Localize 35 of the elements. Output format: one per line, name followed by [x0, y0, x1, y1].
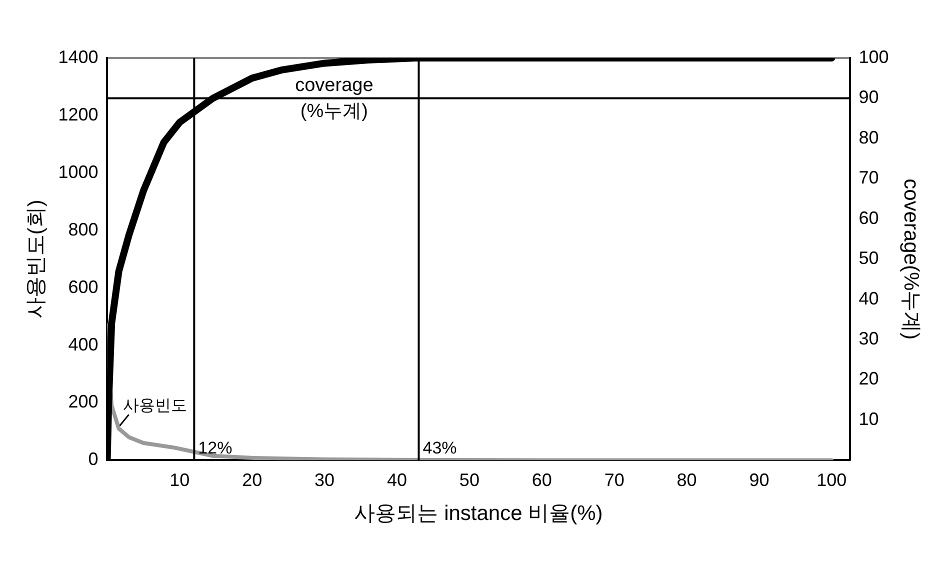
y2-tick-label: 10: [858, 408, 879, 429]
y-tick-label: 200: [68, 392, 98, 412]
x-tick-label: 70: [604, 470, 624, 490]
y2-tick-label: 70: [858, 168, 879, 188]
y-tick-label: 0: [88, 449, 98, 470]
y-tick-label: 600: [68, 276, 98, 297]
series-label: 사용빈도: [122, 398, 187, 415]
y-tick-label: 1000: [58, 162, 98, 182]
y2-tick-label: 20: [858, 368, 879, 389]
y2-tick-label: 50: [858, 248, 879, 268]
y2-tick-label: 80: [858, 127, 879, 148]
x-tick-label: 10: [170, 470, 190, 490]
y2-tick-label: 90: [858, 87, 879, 108]
y2-tick-label: 30: [858, 328, 879, 349]
x-tick-label: 60: [532, 470, 552, 490]
ref-line-label: 12%: [198, 438, 232, 458]
x-axis-title: 사용되는 instance 비율(%): [354, 502, 603, 526]
y-tick-label: 400: [68, 334, 98, 354]
x-tick-label: 50: [459, 470, 480, 490]
y2-tick-label: 100: [858, 46, 889, 67]
x-tick-label: 20: [242, 470, 262, 490]
y2-tick-label: 60: [858, 208, 879, 228]
y-tick-label: 1200: [58, 104, 98, 124]
y-tick-label: 800: [68, 219, 98, 240]
x-tick-label: 80: [676, 470, 697, 490]
x-tick-label: 30: [314, 470, 335, 490]
x-tick-label: 100: [816, 470, 847, 490]
x-tick-label: 40: [386, 470, 408, 490]
y2-tick-label: 40: [858, 288, 879, 308]
ref-line-label: 43%: [422, 438, 457, 458]
x-tick-label: 90: [749, 470, 770, 490]
y-tick-label: 1400: [58, 46, 98, 67]
y-axis-title: 사용빈도(회): [24, 200, 48, 319]
y2-axis-title: coverage(%누계): [900, 178, 923, 340]
series-label: coverage (%누계): [295, 75, 374, 122]
